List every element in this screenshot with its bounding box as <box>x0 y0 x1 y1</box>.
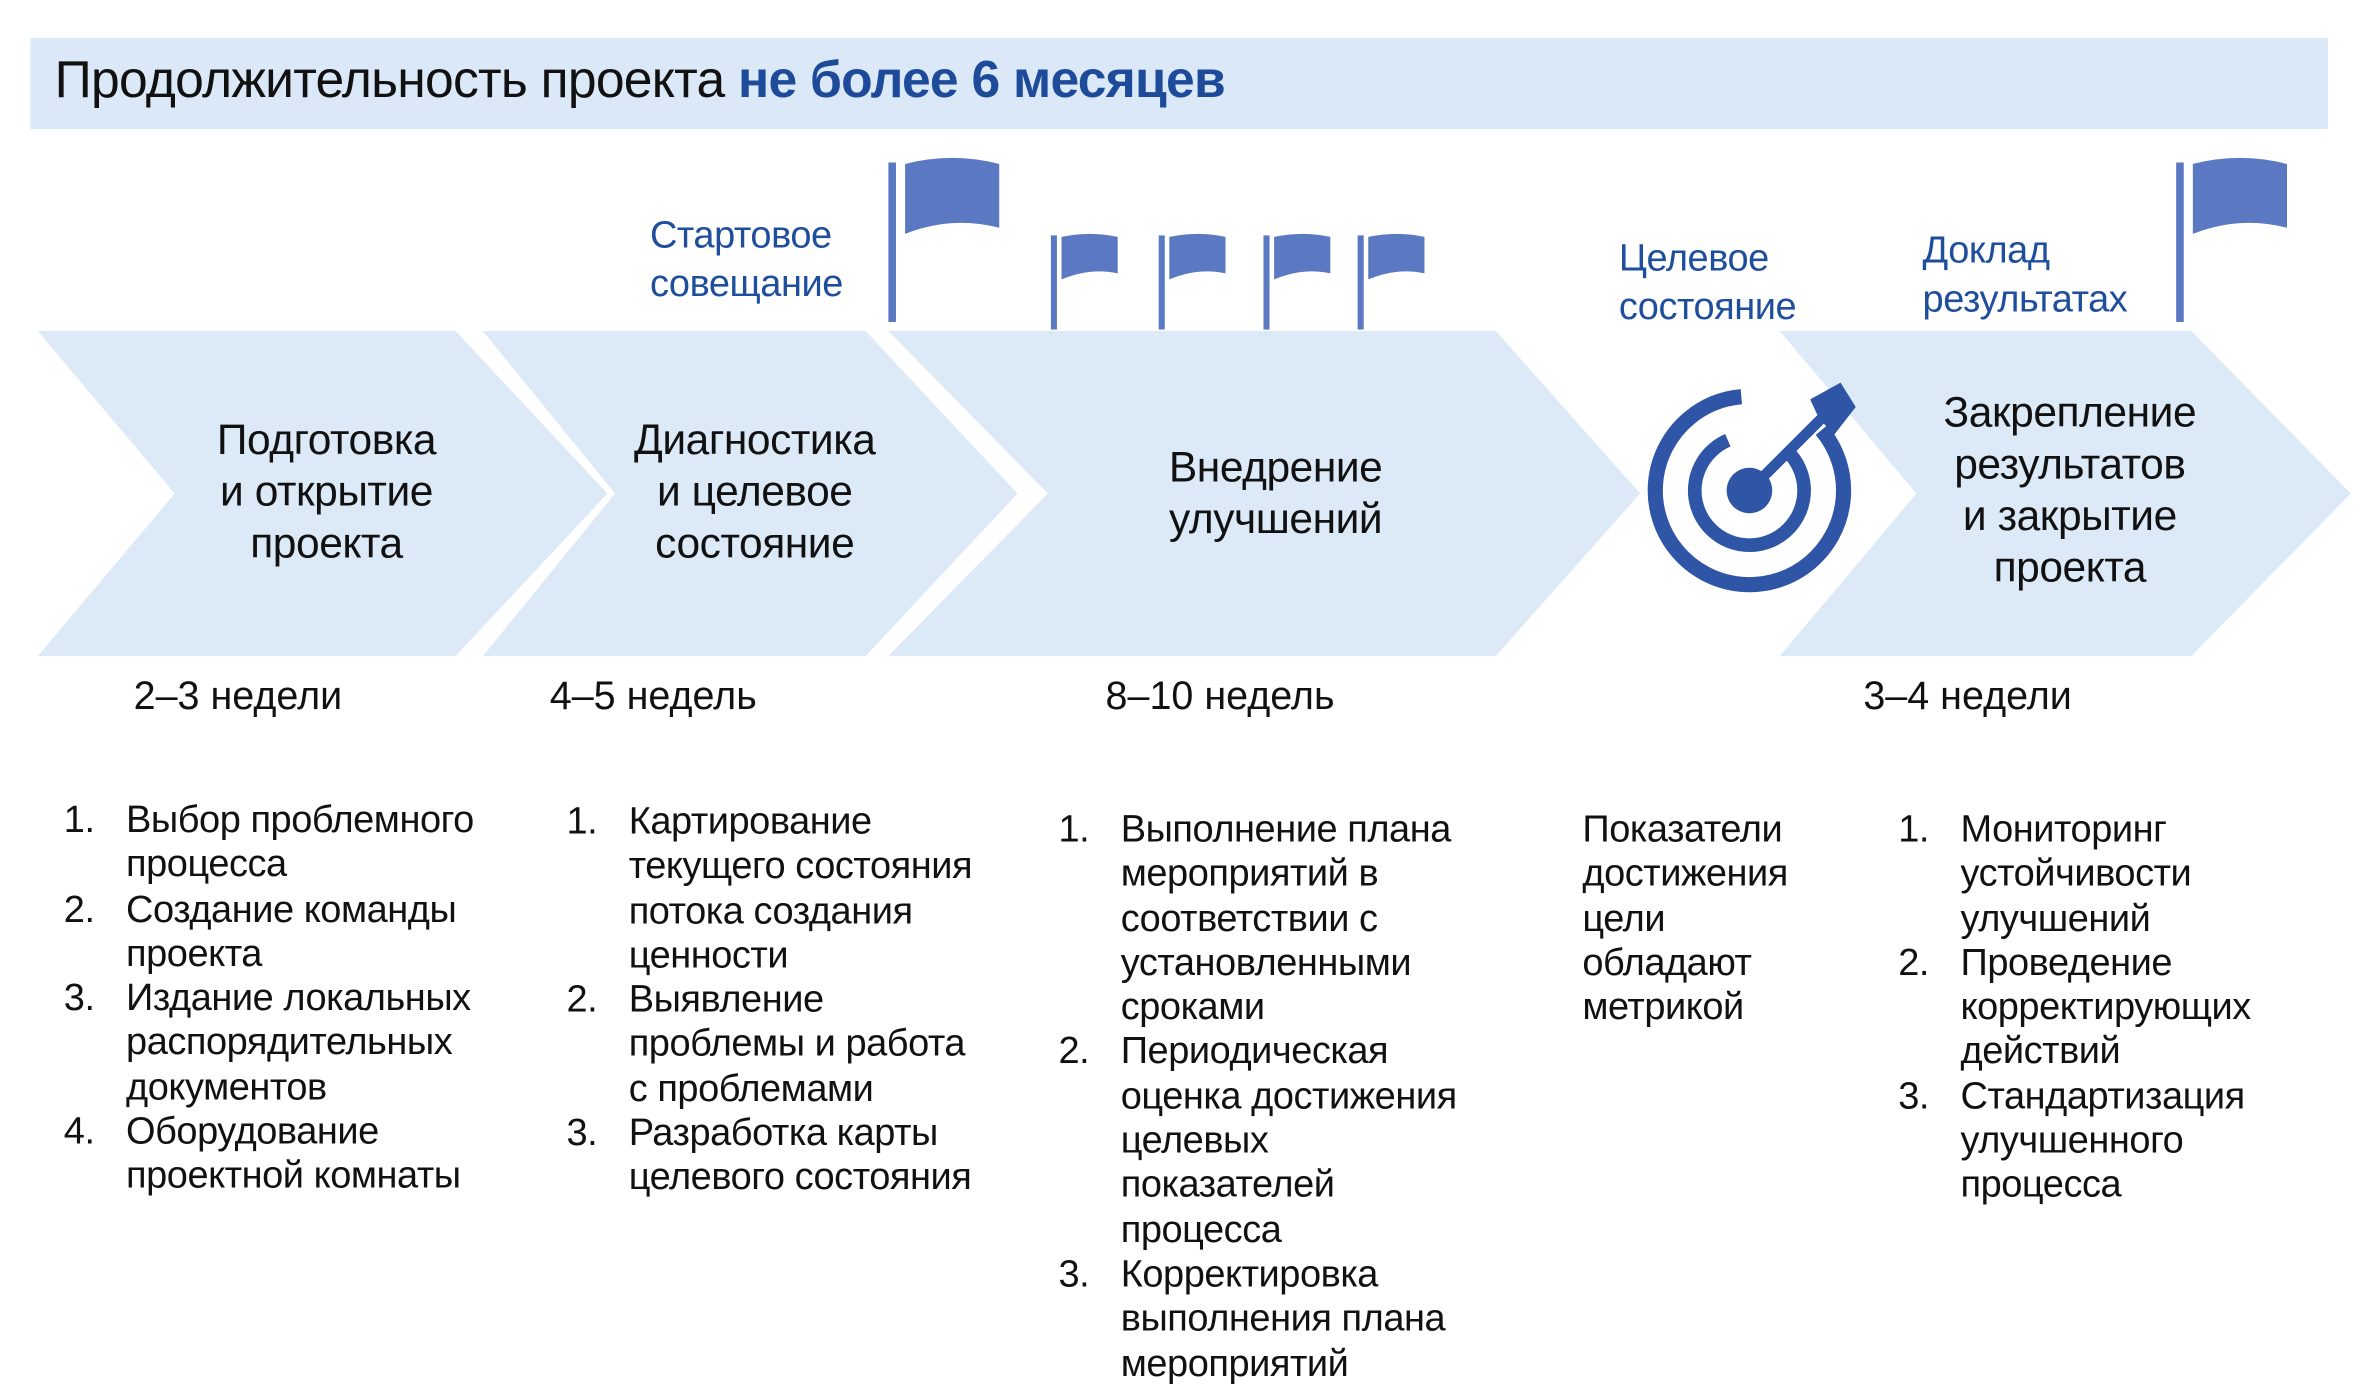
list-item: 2. Выявление проблемы и работа с проблема… <box>566 978 966 1110</box>
milestone-kickoff-label: Стартовое совещание <box>649 214 843 306</box>
header-bar <box>30 37 2329 130</box>
stage-2-tasks: 1. Картирование текущего состояния потока… <box>566 800 1052 1200</box>
stage-4-duration: 3–4 недели <box>1863 672 2072 719</box>
chevron-stage-2 <box>482 331 1018 657</box>
chevron-stage-4 <box>1779 331 2351 657</box>
stage-1-tasks: 1. Выбор проблемного процесса 2. Создание … <box>64 799 550 1199</box>
stage-3-label: Внедрение улучшений <box>1168 443 1383 543</box>
stage-1-label: Подготовка и открытие проекта <box>216 416 437 567</box>
target-note: Показатели достижения цели обладают метр… <box>1582 807 1788 1029</box>
flag-icon <box>1158 233 1226 330</box>
list-item: 1. Выбор проблемного процесса <box>63 798 475 886</box>
stage-1-duration: 2–3 недели <box>133 672 343 719</box>
flag-icon <box>888 157 1000 322</box>
page-title: Продолжительность проекта не более 6 мес… <box>54 51 1226 110</box>
milestone-report-label: Доклад результатах <box>1922 229 2128 321</box>
stage-2-duration: 4–5 недель <box>549 672 757 719</box>
list-item: 3. Корректировка выполнения плана меропри… <box>1058 1252 1446 1385</box>
stage-2-label: Диагностика и целевое состояние <box>633 416 876 567</box>
list-item: 1. Выполнение плана мероприятий в соответ… <box>1058 807 1451 1029</box>
title-highlight: не более 6 месяцев <box>738 51 1226 110</box>
stage-3-duration: 8–10 недель <box>1105 672 1335 719</box>
list-item: 2. Создание команды проекта <box>63 887 457 975</box>
target-icon <box>1647 382 1856 593</box>
flag-icon <box>1050 233 1118 330</box>
list-item: 2. Проведение корректирующих действий <box>1898 941 2251 1073</box>
list-item: 1. Мониторинг устойчивости улучшений <box>1898 807 2192 940</box>
flag-icon <box>1357 233 1425 330</box>
list-item: 1. Картирование текущего состояния потока… <box>566 800 973 977</box>
chevron-stage-3 <box>888 331 1641 657</box>
chevron-stage-1 <box>37 331 608 657</box>
list-item: 2. Периодическая оценка достижения целевы… <box>1058 1030 1457 1251</box>
list-item: 3. Стандартизация улучшенного процесса <box>1898 1074 2245 1207</box>
list-item: 3. Издание локальных распорядительных док… <box>63 976 471 1109</box>
flag-icon <box>2176 157 2288 322</box>
stage-3-tasks: 1. Выполнение плана мероприятий в соответ… <box>1058 808 1544 1386</box>
flag-icon <box>1263 233 1331 330</box>
stage-4-tasks: 1. Мониторинг устойчивости улучшений 2. Пр… <box>1898 808 2354 1208</box>
list-item: 4. Оборудование проектной комнаты <box>63 1110 461 1198</box>
milestone-target-label: Целевое состояние <box>1618 236 1797 329</box>
list-item: 3. Разработка карты целевого состояния <box>566 1111 972 1199</box>
stage-4-label: Закрепление результатов и закрытие проек… <box>1943 388 2197 591</box>
